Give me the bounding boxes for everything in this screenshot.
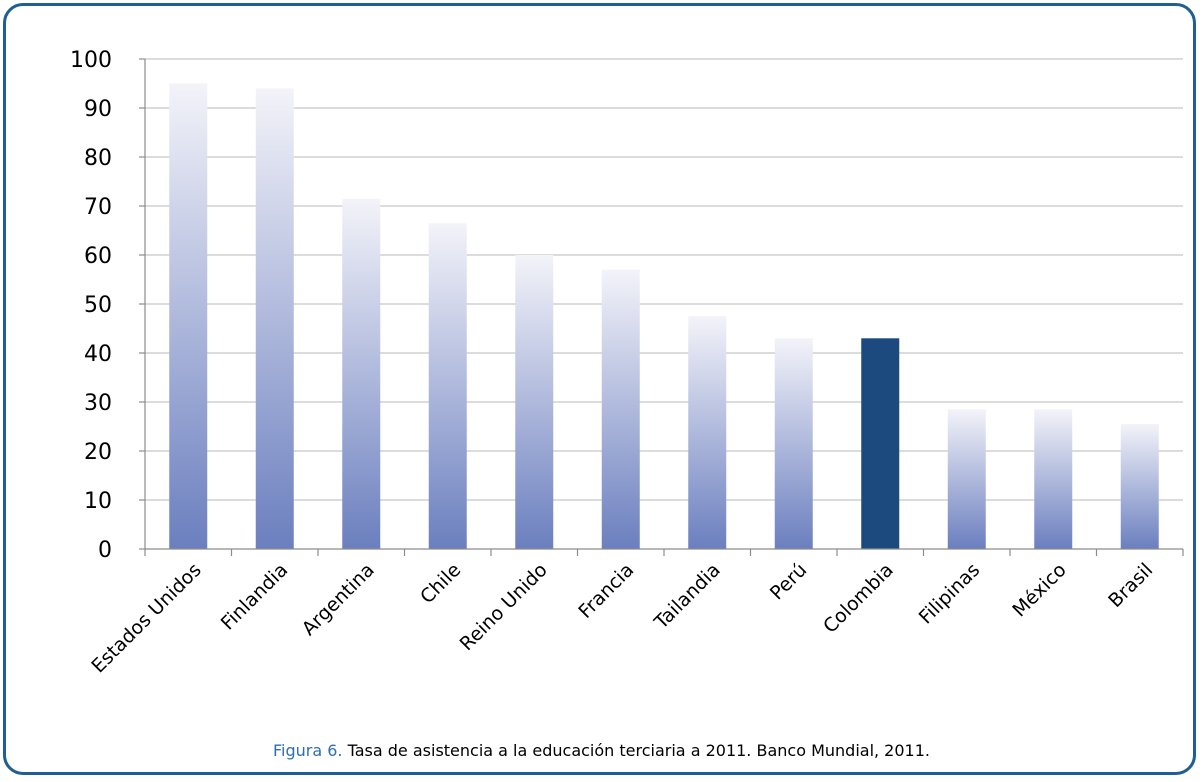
x-tick-label: Francia xyxy=(574,559,638,623)
bar xyxy=(774,338,813,549)
y-tick-label: 90 xyxy=(84,97,112,122)
x-tick-label: Perú xyxy=(766,559,811,604)
y-tick-label: 80 xyxy=(84,146,112,171)
x-tick-label: Brasil xyxy=(1104,559,1157,612)
x-tick-label: Argentina xyxy=(298,559,379,640)
x-tick-label: Reino Unido xyxy=(456,559,552,655)
figure-caption: Figura 6. Tasa de asistencia a la educac… xyxy=(0,741,1203,760)
bar xyxy=(255,88,294,550)
bar xyxy=(515,255,554,549)
y-tick-label: 0 xyxy=(98,538,112,563)
bar xyxy=(601,269,640,549)
x-tick-label: Tailandia xyxy=(650,559,725,634)
gridlines xyxy=(145,58,1183,501)
bar xyxy=(1034,409,1073,549)
bar xyxy=(688,316,727,549)
y-tick-label: 30 xyxy=(84,391,112,416)
bar xyxy=(342,198,381,549)
bar xyxy=(169,83,208,549)
y-tick-label: 60 xyxy=(84,244,112,269)
y-tick-label: 100 xyxy=(70,48,112,73)
y-tick-labels: 0 10 20 30 40 50 60 70 80 90 100 xyxy=(70,48,112,563)
bar xyxy=(861,338,900,549)
axes xyxy=(139,58,1184,556)
caption-text: Tasa de asistencia a la educación tercia… xyxy=(347,741,930,760)
x-tick-label: Finlandia xyxy=(217,559,293,635)
x-tick-labels: Estados Unidos Finlandia Argentina ChileRei… xyxy=(87,559,1157,677)
x-tick-label: Chile xyxy=(416,559,465,608)
x-tick-label: Filipinas xyxy=(915,559,985,629)
y-tick-label: 20 xyxy=(84,440,112,465)
y-tick-label: 10 xyxy=(84,489,112,514)
bar xyxy=(428,223,467,549)
y-tick-label: 50 xyxy=(84,293,112,318)
bar xyxy=(1120,424,1159,549)
caption-label: Figura 6. xyxy=(273,741,343,760)
x-tick-label: Colombia xyxy=(819,559,898,638)
x-tick-label: México xyxy=(1008,559,1070,621)
bar xyxy=(947,409,986,549)
y-tick-label: 40 xyxy=(84,342,112,367)
bars xyxy=(169,83,1159,550)
y-tick-label: 70 xyxy=(84,195,112,220)
x-tick-label: Estados Unidos xyxy=(87,559,205,677)
